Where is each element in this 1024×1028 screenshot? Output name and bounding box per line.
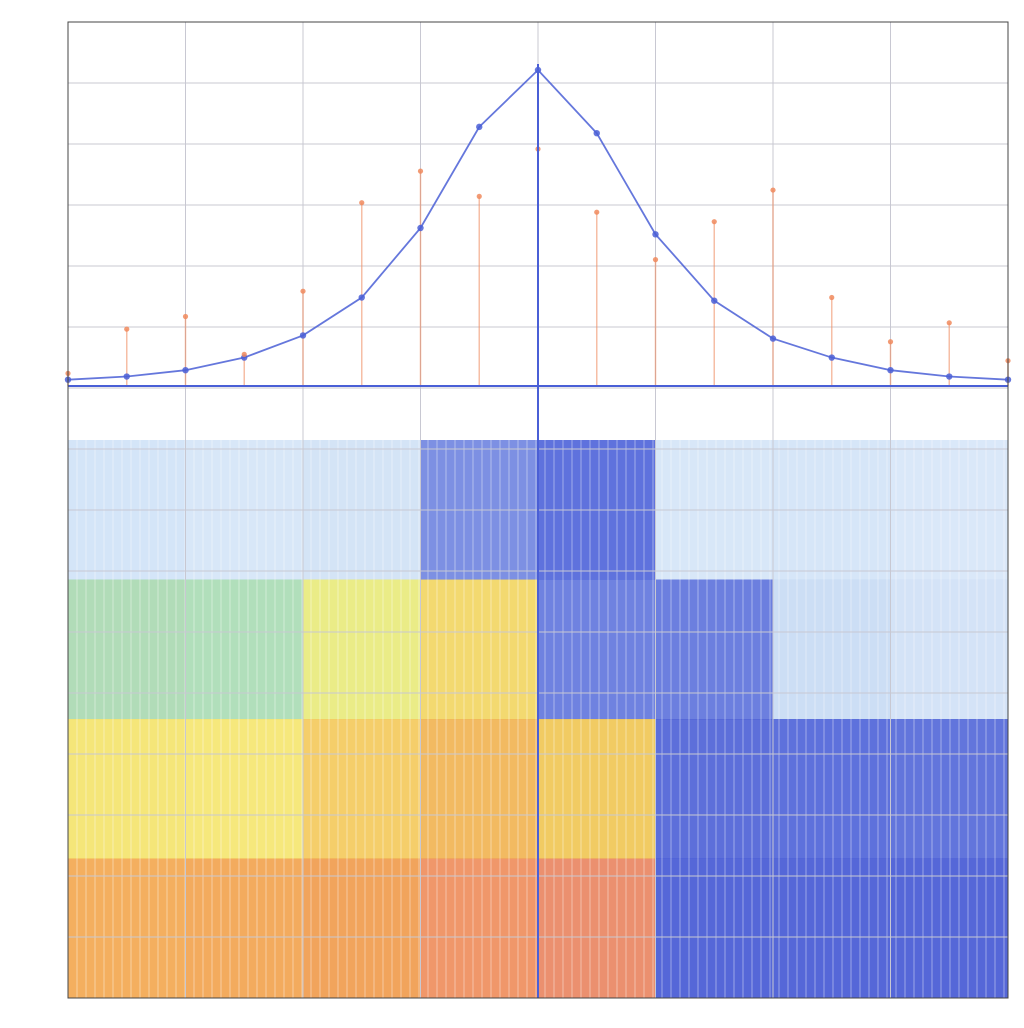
heatmap-cell: [655, 579, 774, 720]
heatmap-cell: [890, 719, 1009, 859]
plot-frame: [67, 21, 1009, 999]
heatmap-cell: [655, 858, 774, 999]
heatmap-cell: [68, 858, 186, 999]
data-point-orange: [829, 294, 835, 301]
data-point-orange: [359, 200, 365, 206]
heatmap-cell: [538, 579, 656, 720]
data-point-blue: [123, 373, 130, 380]
data-point-orange: [241, 351, 247, 357]
heatmap-cell: [773, 579, 891, 720]
data-point-orange: [300, 288, 306, 294]
heatmap-cell: [890, 579, 1009, 720]
heatmap-cell: [303, 719, 421, 859]
data-point-blue: [417, 224, 424, 232]
heatmap-cell: [303, 858, 421, 999]
data-point-orange: [476, 193, 482, 199]
heatmap-cell: [303, 579, 421, 720]
data-point-blue: [476, 123, 483, 131]
heatmap-cell: [420, 719, 539, 859]
heatmap-cell: [420, 858, 539, 999]
data-point-orange: [887, 339, 894, 345]
data-point-orange: [652, 257, 659, 263]
heatmap-cell: [185, 719, 304, 859]
data-point-orange: [770, 187, 776, 193]
data-point-orange: [124, 326, 130, 332]
data-point-orange: [594, 209, 600, 215]
data-point-blue: [769, 335, 777, 342]
data-point-blue: [358, 294, 365, 301]
data-point-blue: [887, 367, 894, 374]
data-point-blue: [711, 297, 718, 304]
data-point-orange: [946, 320, 952, 326]
data-point-blue: [182, 367, 189, 374]
heatmap-cell: [773, 858, 891, 999]
data-point-orange: [417, 168, 424, 174]
heatmap-cell: [890, 858, 1009, 999]
heatmap-cell: [185, 858, 304, 999]
heatmap-cell: [68, 719, 186, 859]
data-point-blue: [593, 130, 600, 137]
data-point-blue: [946, 373, 953, 380]
heatmap-cell: [538, 719, 656, 859]
heatmap-cell: [68, 579, 186, 720]
data-point-blue: [652, 231, 659, 238]
data-point-orange: [711, 219, 717, 225]
heatmap-cell: [538, 858, 656, 999]
heatmap-cell: [773, 719, 891, 859]
data-point-blue: [299, 332, 307, 339]
heatmap-cell: [185, 579, 304, 720]
heatmap-cell: [420, 579, 539, 720]
heatmap-cell: [655, 719, 774, 859]
data-point-orange: [182, 313, 189, 320]
data-point-blue: [828, 354, 835, 361]
